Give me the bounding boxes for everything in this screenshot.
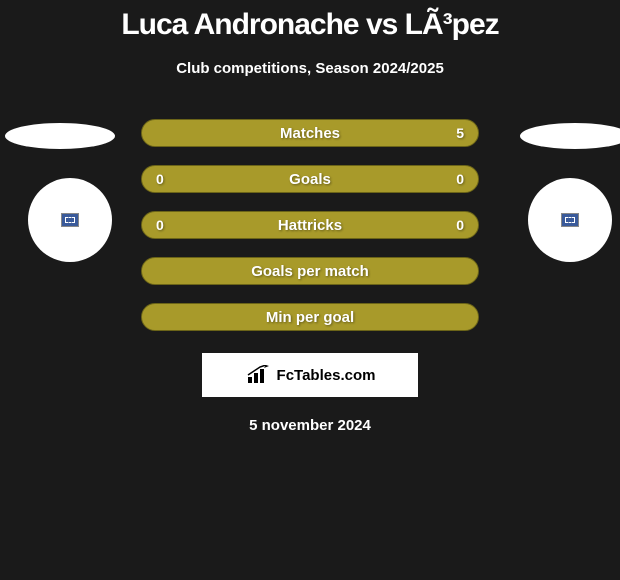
page-title: Luca Andronache vs LÃ³pez: [0, 8, 620, 42]
branding-text: FcTables.com: [277, 367, 376, 384]
stat-right-value: 0: [456, 217, 464, 233]
stat-row-hattricks: 0 Hattricks 0: [141, 211, 479, 239]
stat-left-value: 0: [156, 217, 164, 233]
stat-row-goals-per-match: Goals per match: [141, 257, 479, 285]
player-badge-right: [528, 178, 612, 262]
stat-label: Min per goal: [266, 309, 354, 326]
stat-row-matches: Matches 5: [141, 119, 479, 147]
branding-badge[interactable]: FcTables.com: [202, 353, 418, 397]
placeholder-icon: [561, 213, 579, 227]
stat-right-value: 0: [456, 171, 464, 187]
stat-label: Matches: [280, 125, 340, 142]
stat-row-min-per-goal: Min per goal: [141, 303, 479, 331]
decor-ellipse-left: [5, 123, 115, 149]
stat-label: Goals per match: [251, 263, 369, 280]
subtitle: Club competitions, Season 2024/2025: [0, 60, 620, 77]
chart-icon: [245, 364, 273, 386]
placeholder-icon: [61, 213, 79, 227]
player-badge-left: [28, 178, 112, 262]
stat-row-goals: 0 Goals 0: [141, 165, 479, 193]
stat-label: Goals: [289, 171, 331, 188]
stat-left-value: 0: [156, 171, 164, 187]
date-label: 5 november 2024: [0, 417, 620, 434]
decor-ellipse-right: [520, 123, 620, 149]
stat-right-value: 5: [456, 125, 464, 141]
stat-label: Hattricks: [278, 217, 342, 234]
